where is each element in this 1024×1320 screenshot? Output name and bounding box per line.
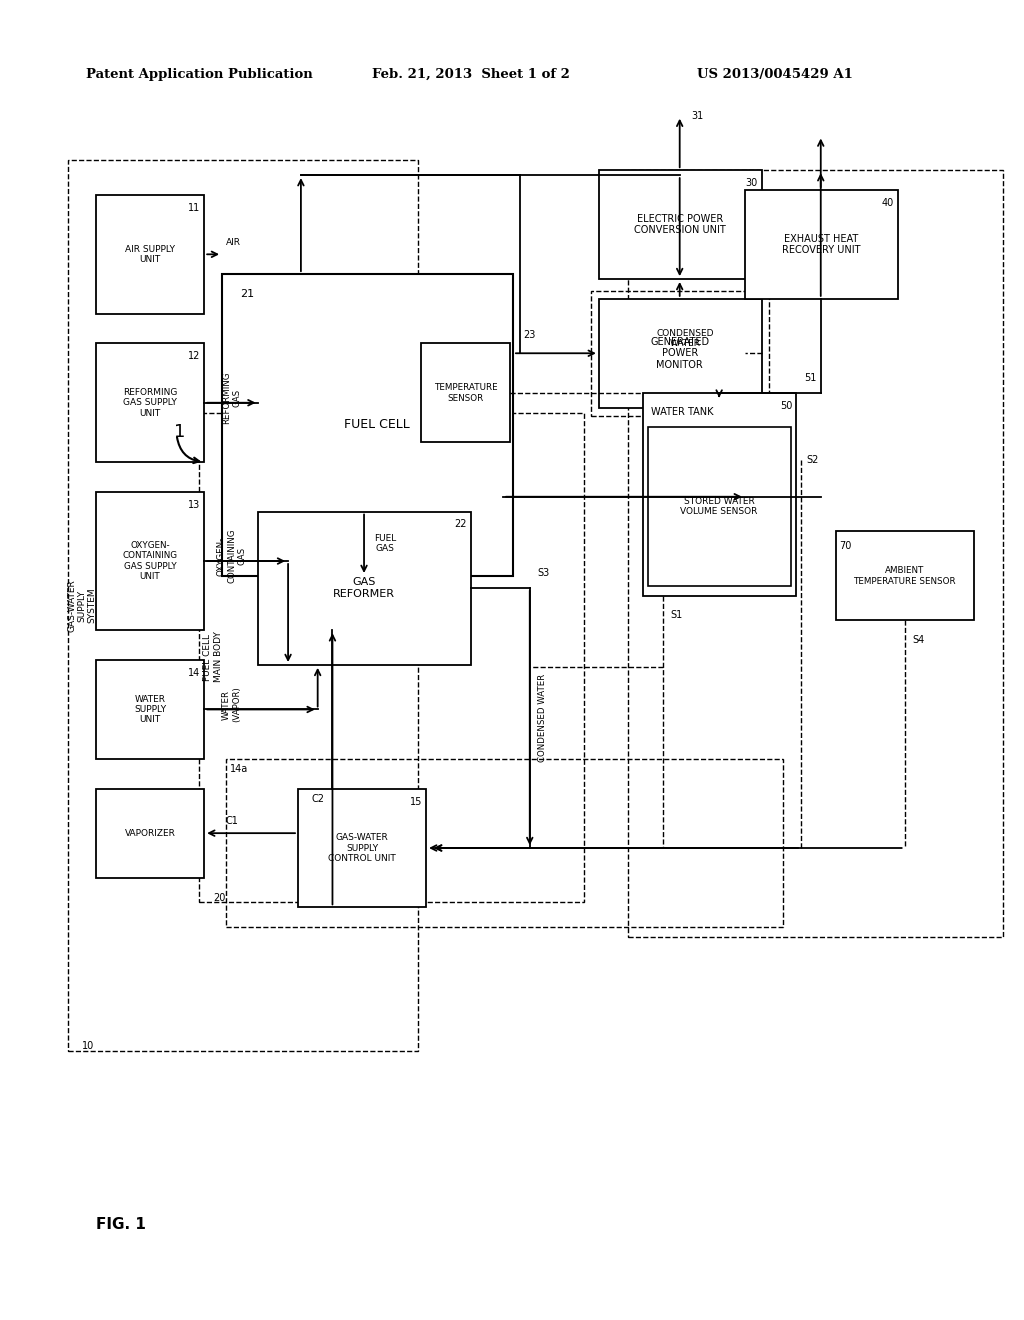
Bar (648, 428, 792, 586)
Bar (200, 413, 584, 903)
Text: 31: 31 (691, 111, 703, 120)
Text: 23: 23 (523, 330, 536, 341)
Text: REFORMING
GAS: REFORMING GAS (222, 371, 242, 424)
Text: GENERATED
POWER
MONITOR: GENERATED POWER MONITOR (650, 337, 710, 370)
Text: FUEL CELL: FUEL CELL (344, 418, 410, 432)
Text: 40: 40 (882, 198, 894, 209)
Bar (69, 160, 418, 1051)
Text: CONDENSED WATER: CONDENSED WATER (538, 673, 547, 762)
Text: AMBIENT
TEMPERATURE SENSOR: AMBIENT TEMPERATURE SENSOR (853, 566, 956, 586)
Text: 21: 21 (240, 289, 254, 298)
Text: 20: 20 (213, 892, 225, 903)
Bar (222, 275, 513, 576)
Text: 15: 15 (410, 796, 422, 807)
Text: REFORMING
GAS SUPPLY
UNIT: REFORMING GAS SUPPLY UNIT (123, 388, 177, 417)
Text: Patent Application Publication: Patent Application Publication (86, 67, 312, 81)
Text: FUEL CELL
MAIN BODY: FUEL CELL MAIN BODY (204, 631, 223, 682)
Bar (629, 170, 1004, 937)
Text: TEMPERATURE
SENSOR: TEMPERATURE SENSOR (434, 383, 498, 403)
Text: GAS
REFORMER: GAS REFORMER (333, 577, 395, 598)
Text: 1: 1 (174, 424, 185, 441)
Text: STORED WATER
VOLUME SENSOR: STORED WATER VOLUME SENSOR (681, 496, 758, 516)
Text: WATER
(VAPOR): WATER (VAPOR) (222, 686, 242, 722)
Text: 30: 30 (745, 178, 758, 189)
Bar (744, 190, 898, 298)
Bar (599, 298, 762, 408)
Text: Feb. 21, 2013  Sheet 1 of 2: Feb. 21, 2013 Sheet 1 of 2 (372, 67, 569, 81)
Bar (226, 759, 783, 927)
Text: 13: 13 (188, 500, 201, 510)
Text: S4: S4 (912, 635, 925, 645)
Text: EXHAUST HEAT
RECOVERY UNIT: EXHAUST HEAT RECOVERY UNIT (781, 234, 860, 255)
Text: FIG. 1: FIG. 1 (95, 1217, 145, 1232)
Text: VAPORIZER: VAPORIZER (125, 829, 175, 838)
Text: S2: S2 (806, 455, 818, 465)
Text: 50: 50 (779, 401, 793, 411)
Text: WATER TANK: WATER TANK (651, 407, 714, 417)
Text: GAS-WATER
SUPPLY
CONTROL UNIT: GAS-WATER SUPPLY CONTROL UNIT (328, 833, 396, 863)
Text: 12: 12 (188, 351, 201, 362)
Text: 14: 14 (188, 668, 201, 678)
Text: US 2013/0045429 A1: US 2013/0045429 A1 (697, 67, 853, 81)
Bar (599, 170, 762, 279)
Text: C2: C2 (311, 793, 325, 804)
Text: AIR: AIR (226, 238, 242, 247)
Text: 10: 10 (82, 1041, 94, 1051)
Text: 70: 70 (840, 541, 852, 552)
Bar (421, 343, 510, 442)
Bar (95, 660, 204, 759)
Text: CONDENSED
WATER: CONDENSED WATER (656, 329, 715, 348)
Text: C1: C1 (225, 816, 239, 826)
Text: ELECTRIC POWER
CONVERSION UNIT: ELECTRIC POWER CONVERSION UNIT (634, 214, 726, 235)
Text: FUEL
GAS: FUEL GAS (374, 533, 396, 553)
Text: OXYGEN-
CONTAINING
GAS: OXYGEN- CONTAINING GAS (217, 529, 247, 583)
Text: 14a: 14a (229, 764, 248, 774)
Text: 22: 22 (454, 520, 467, 529)
Bar (836, 532, 974, 620)
Text: S3: S3 (538, 568, 550, 578)
Text: 11: 11 (188, 203, 201, 213)
Text: OXYGEN-
CONTAINING
GAS SUPPLY
UNIT: OXYGEN- CONTAINING GAS SUPPLY UNIT (123, 541, 177, 581)
Text: GAS-WATER
SUPPLY
SYSTEM: GAS-WATER SUPPLY SYSTEM (67, 579, 97, 632)
Text: 51: 51 (804, 374, 816, 383)
Bar (298, 788, 426, 907)
Text: AIR SUPPLY
UNIT: AIR SUPPLY UNIT (125, 244, 175, 264)
Text: S1: S1 (671, 610, 683, 620)
Bar (95, 343, 204, 462)
Bar (95, 195, 204, 314)
Bar (95, 492, 204, 631)
Bar (643, 393, 796, 595)
Text: WATER
SUPPLY
UNIT: WATER SUPPLY UNIT (134, 694, 166, 725)
Bar (591, 290, 769, 416)
Bar (95, 788, 204, 878)
Bar (258, 512, 471, 665)
